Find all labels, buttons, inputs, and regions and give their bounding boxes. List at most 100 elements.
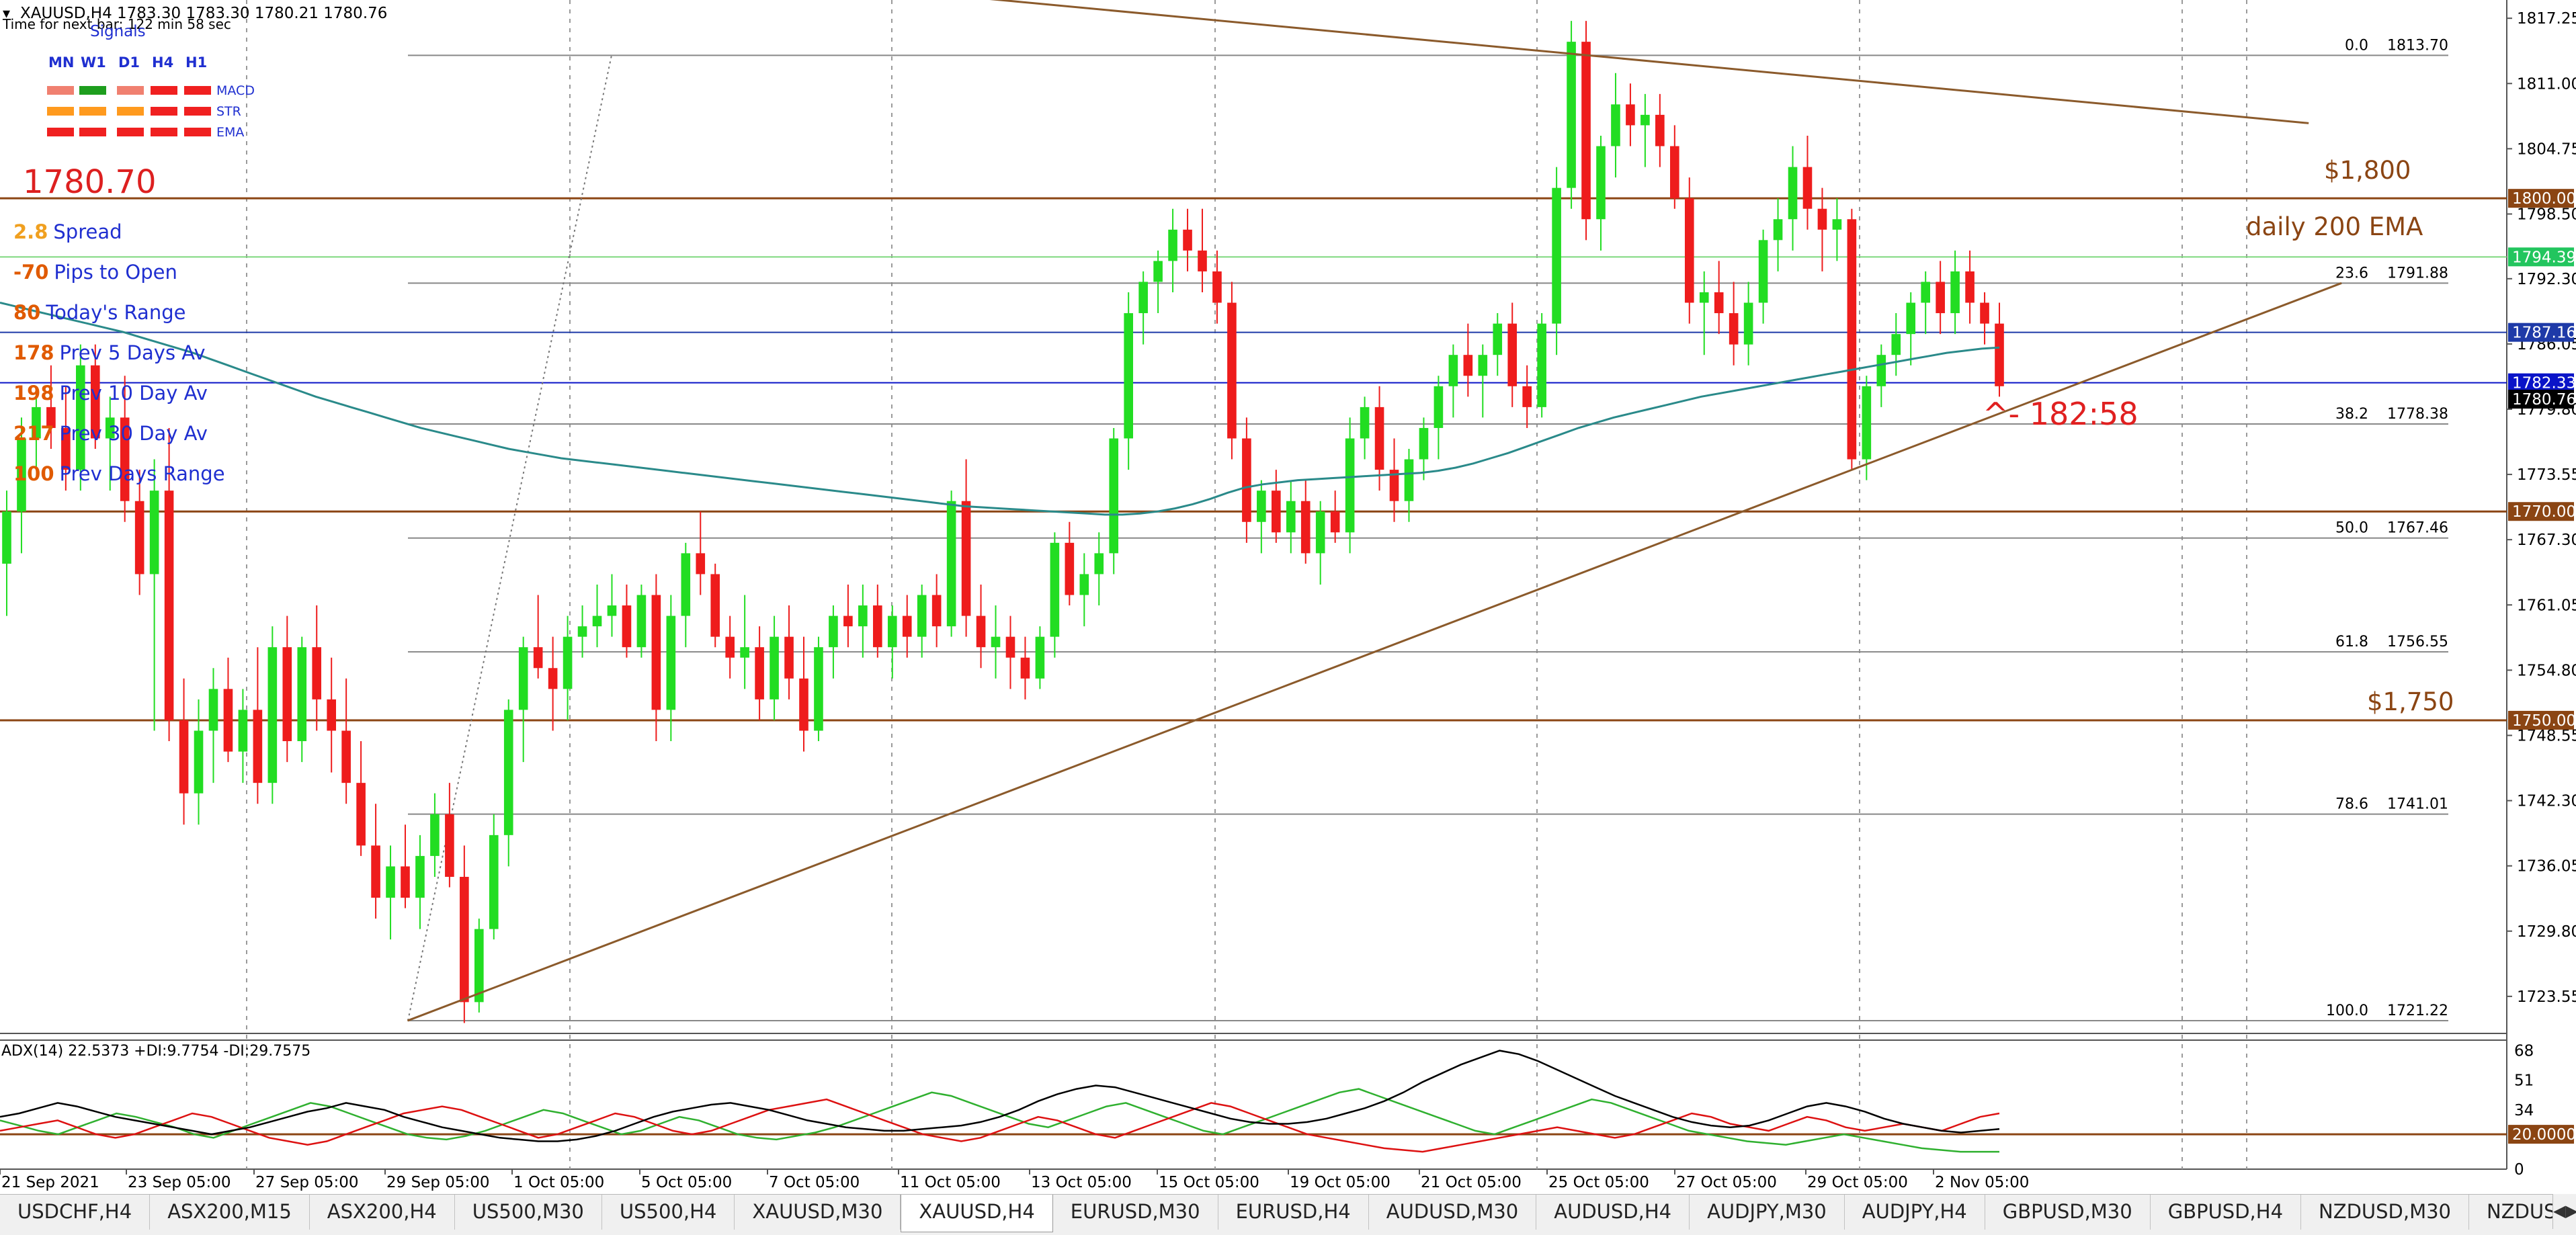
candle-body: [282, 647, 292, 742]
tab-gbpusd-m30[interactable]: GBPUSD,M30: [1985, 1195, 2151, 1230]
candle-body: [1153, 261, 1163, 282]
tab-xauusd-h4[interactable]: XAUUSD,H4: [901, 1195, 1053, 1232]
candle-body: [1773, 219, 1783, 241]
candle-body: [253, 710, 263, 783]
signal-timeframe-d1: D1: [118, 54, 140, 71]
label-1750-level: $1,750: [2367, 687, 2454, 716]
stat-label: Prev 10 Day Av: [60, 382, 208, 404]
fib-level-label: 78.6 1741.01: [2335, 796, 2448, 813]
resistance-trendline: [989, 0, 2309, 124]
candle-body: [1183, 229, 1192, 251]
candle-body: [179, 720, 189, 794]
fib-level-label: 38.2 1778.38: [2335, 406, 2448, 423]
candle-body: [1758, 240, 1768, 303]
tab-asx200-m15[interactable]: ASX200,M15: [150, 1195, 310, 1230]
tab-audjpy-h4[interactable]: AUDJPY,H4: [1845, 1195, 1985, 1230]
candle-body: [1567, 42, 1576, 188]
candle-body: [2, 511, 11, 564]
stat-value: 178: [13, 341, 54, 364]
candle-body: [1493, 323, 1503, 355]
candle-body: [1094, 553, 1104, 574]
signal-cell: [151, 86, 177, 95]
candle-body: [1699, 292, 1709, 303]
current-price-display: 1780.70: [23, 163, 157, 201]
time-tick-label: 1 Oct 05:00: [513, 1174, 604, 1191]
time-tick-label: 2 Nov 05:00: [1935, 1174, 2029, 1191]
price-badge-label: 1750.00: [2512, 712, 2576, 730]
price-tick-label: 1748.55: [2517, 727, 2576, 744]
price-badge: [2508, 502, 2574, 521]
time-tick-label: 21 Sep 2021: [1, 1174, 99, 1191]
time-axis: 21 Sep 2021 23 Sep 05:00 27 Sep 05:00 29 Se…: [0, 1169, 2029, 1191]
price-tick-label: 1729.80: [2517, 923, 2576, 941]
candle-body: [61, 427, 71, 470]
tab-eurusd-m30[interactable]: EURUSD,M30: [1053, 1195, 1218, 1230]
candle-body: [577, 626, 587, 637]
time-tick-label: 27 Oct 05:00: [1676, 1174, 1777, 1191]
candle-body: [1448, 355, 1458, 386]
candle-body: [1626, 104, 1635, 126]
tab-xauusd-m30[interactable]: XAUUSD,M30: [735, 1195, 901, 1230]
stat-row: 100 Prev Days Range: [13, 462, 225, 485]
candle-body: [223, 689, 233, 752]
time-tick-label: 5 Oct 05:00: [641, 1174, 732, 1191]
tab-eurusd-h4[interactable]: EURUSD,H4: [1218, 1195, 1369, 1230]
candle-body: [90, 365, 100, 439]
candle-body: [1906, 302, 1916, 335]
ema-200-line: [0, 302, 2000, 516]
candle-body: [401, 866, 410, 898]
candle-body: [1389, 470, 1399, 501]
tab-us500-h4[interactable]: US500,H4: [602, 1195, 735, 1230]
signal-cell: [151, 128, 177, 136]
tab-audusd-m30[interactable]: AUDUSD,M30: [1369, 1195, 1537, 1230]
tab-scroll-arrows-icon[interactable]: ◀▶: [2552, 1194, 2576, 1229]
candle-body: [1743, 302, 1753, 345]
candle-body: [1419, 427, 1429, 460]
fib-pct: 23.6: [2335, 265, 2368, 282]
candle-body: [592, 615, 602, 627]
candles-layer: [2, 21, 2004, 1023]
candle-body: [887, 615, 897, 648]
candle-body: [460, 876, 469, 1003]
tab-audusd-h4[interactable]: AUDUSD,H4: [1536, 1195, 1690, 1230]
candle-body: [1020, 657, 1030, 679]
price-badge: [2508, 189, 2574, 208]
fib-level-label: 61.8 1756.55: [2335, 634, 2448, 650]
candle-body: [725, 636, 735, 658]
candle-body: [1876, 355, 1886, 386]
candle-body: [1611, 104, 1620, 146]
candle-body: [1802, 167, 1813, 209]
fib-price: 1756.55: [2387, 634, 2448, 650]
candle-body: [1552, 187, 1561, 324]
stat-label: Spread: [53, 220, 122, 243]
tab-nzdusd-m30[interactable]: NZDUSD,M30: [2301, 1195, 2470, 1230]
price-badge-label: 1794.39: [2512, 249, 2576, 266]
candle-body: [755, 647, 764, 699]
candle-body: [1404, 459, 1414, 501]
tab-usdchf-h4[interactable]: USDCHF,H4: [0, 1195, 151, 1230]
adx-tick-label: 34: [2514, 1102, 2534, 1119]
candle-body: [1065, 542, 1075, 595]
chart-header-title: XAUUSD,H4 1783.30 1783.30 1780.21 1780.7…: [20, 5, 387, 22]
tab-gbpusd-h4[interactable]: GBPUSD,H4: [2151, 1195, 2302, 1230]
signal-row-label: STR: [216, 104, 241, 119]
price-badge: [2508, 390, 2574, 409]
candle-body: [1655, 114, 1665, 146]
adx-tick-label: 68: [2514, 1043, 2534, 1060]
candle-body: [770, 636, 779, 699]
stat-value: -70: [13, 261, 48, 284]
tab-us500-m30[interactable]: US500,M30: [455, 1195, 602, 1230]
price-tick-label: 1773.55: [2517, 466, 2576, 484]
signal-cell: [79, 86, 106, 95]
tab-asx200-h4[interactable]: ASX200,H4: [310, 1195, 455, 1230]
collapse-arrow-icon[interactable]: ▾: [3, 5, 10, 22]
fib-pct: 50.0: [2335, 520, 2368, 537]
price-axis: 1817.251811.001804.751798.501792.301786.…: [2507, 10, 2576, 1179]
candle-body: [858, 605, 868, 627]
adx-minus-di-line: [0, 1098, 2000, 1153]
candle-body: [474, 929, 484, 1003]
candle-body: [1581, 42, 1591, 220]
price-badge: [2508, 247, 2574, 267]
tab-audjpy-m30[interactable]: AUDJPY,M30: [1690, 1195, 1845, 1230]
